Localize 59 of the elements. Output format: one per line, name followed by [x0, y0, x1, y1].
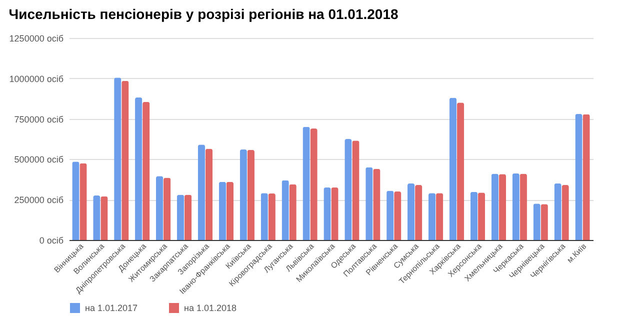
- bar: [352, 140, 360, 240]
- bar: [114, 78, 122, 240]
- y-tick-label: 1000000 осіб: [9, 74, 64, 84]
- bar: [93, 196, 100, 240]
- bar: [582, 114, 590, 240]
- bar: [240, 150, 247, 240]
- bar: [72, 162, 80, 240]
- bar: [80, 163, 87, 240]
- y-tick-label: 500000 осіб: [14, 154, 64, 165]
- bar: [428, 193, 436, 240]
- bar: [498, 174, 506, 240]
- bar: [512, 173, 520, 240]
- bar: [122, 80, 129, 240]
- bar: [164, 178, 171, 240]
- chart-title: Чисельність пенсіонерів у розрізі регіонів на 01.01.2018: [8, 6, 399, 22]
- bar: [142, 102, 150, 240]
- y-tick-label: 750000 осіб: [14, 114, 64, 124]
- bar: [562, 185, 569, 240]
- bar: [100, 196, 108, 240]
- bar: [456, 102, 464, 240]
- bar: [491, 174, 498, 240]
- bar: [247, 150, 254, 240]
- bar: [436, 193, 444, 240]
- bar: [394, 192, 402, 240]
- bar: [282, 180, 289, 240]
- bar: [184, 194, 192, 240]
- bar: [520, 174, 527, 240]
- bar: [310, 128, 318, 240]
- bar: [478, 192, 486, 240]
- bar: [198, 144, 206, 240]
- bar: [575, 114, 582, 240]
- bar: [366, 167, 373, 240]
- bar: [344, 139, 352, 240]
- bar: [415, 185, 422, 240]
- bar: [386, 190, 394, 240]
- y-tick-label: 1250000 осіб: [9, 34, 64, 44]
- bar: [218, 182, 226, 240]
- bar: [449, 98, 457, 240]
- bar: [156, 176, 164, 240]
- bar: [289, 184, 296, 240]
- bar: [324, 187, 331, 240]
- bar: [533, 204, 540, 240]
- bar: [135, 97, 142, 240]
- bar: [302, 126, 310, 240]
- bar: [540, 204, 548, 240]
- legend-label: на 1.01.2018: [184, 303, 237, 313]
- y-tick-label: 0 осіб: [39, 236, 64, 246]
- bar: [268, 193, 276, 240]
- bar: [331, 187, 338, 240]
- bar: [260, 193, 268, 240]
- bar: [205, 148, 213, 240]
- y-tick-label: 250000 осіб: [14, 195, 64, 206]
- bar: [226, 182, 234, 240]
- bar: [554, 183, 562, 240]
- bar: [470, 192, 478, 240]
- bar: [176, 194, 184, 240]
- bar: [408, 183, 415, 240]
- bar: [373, 168, 380, 240]
- legend-label: на 1.01.2017: [85, 303, 138, 313]
